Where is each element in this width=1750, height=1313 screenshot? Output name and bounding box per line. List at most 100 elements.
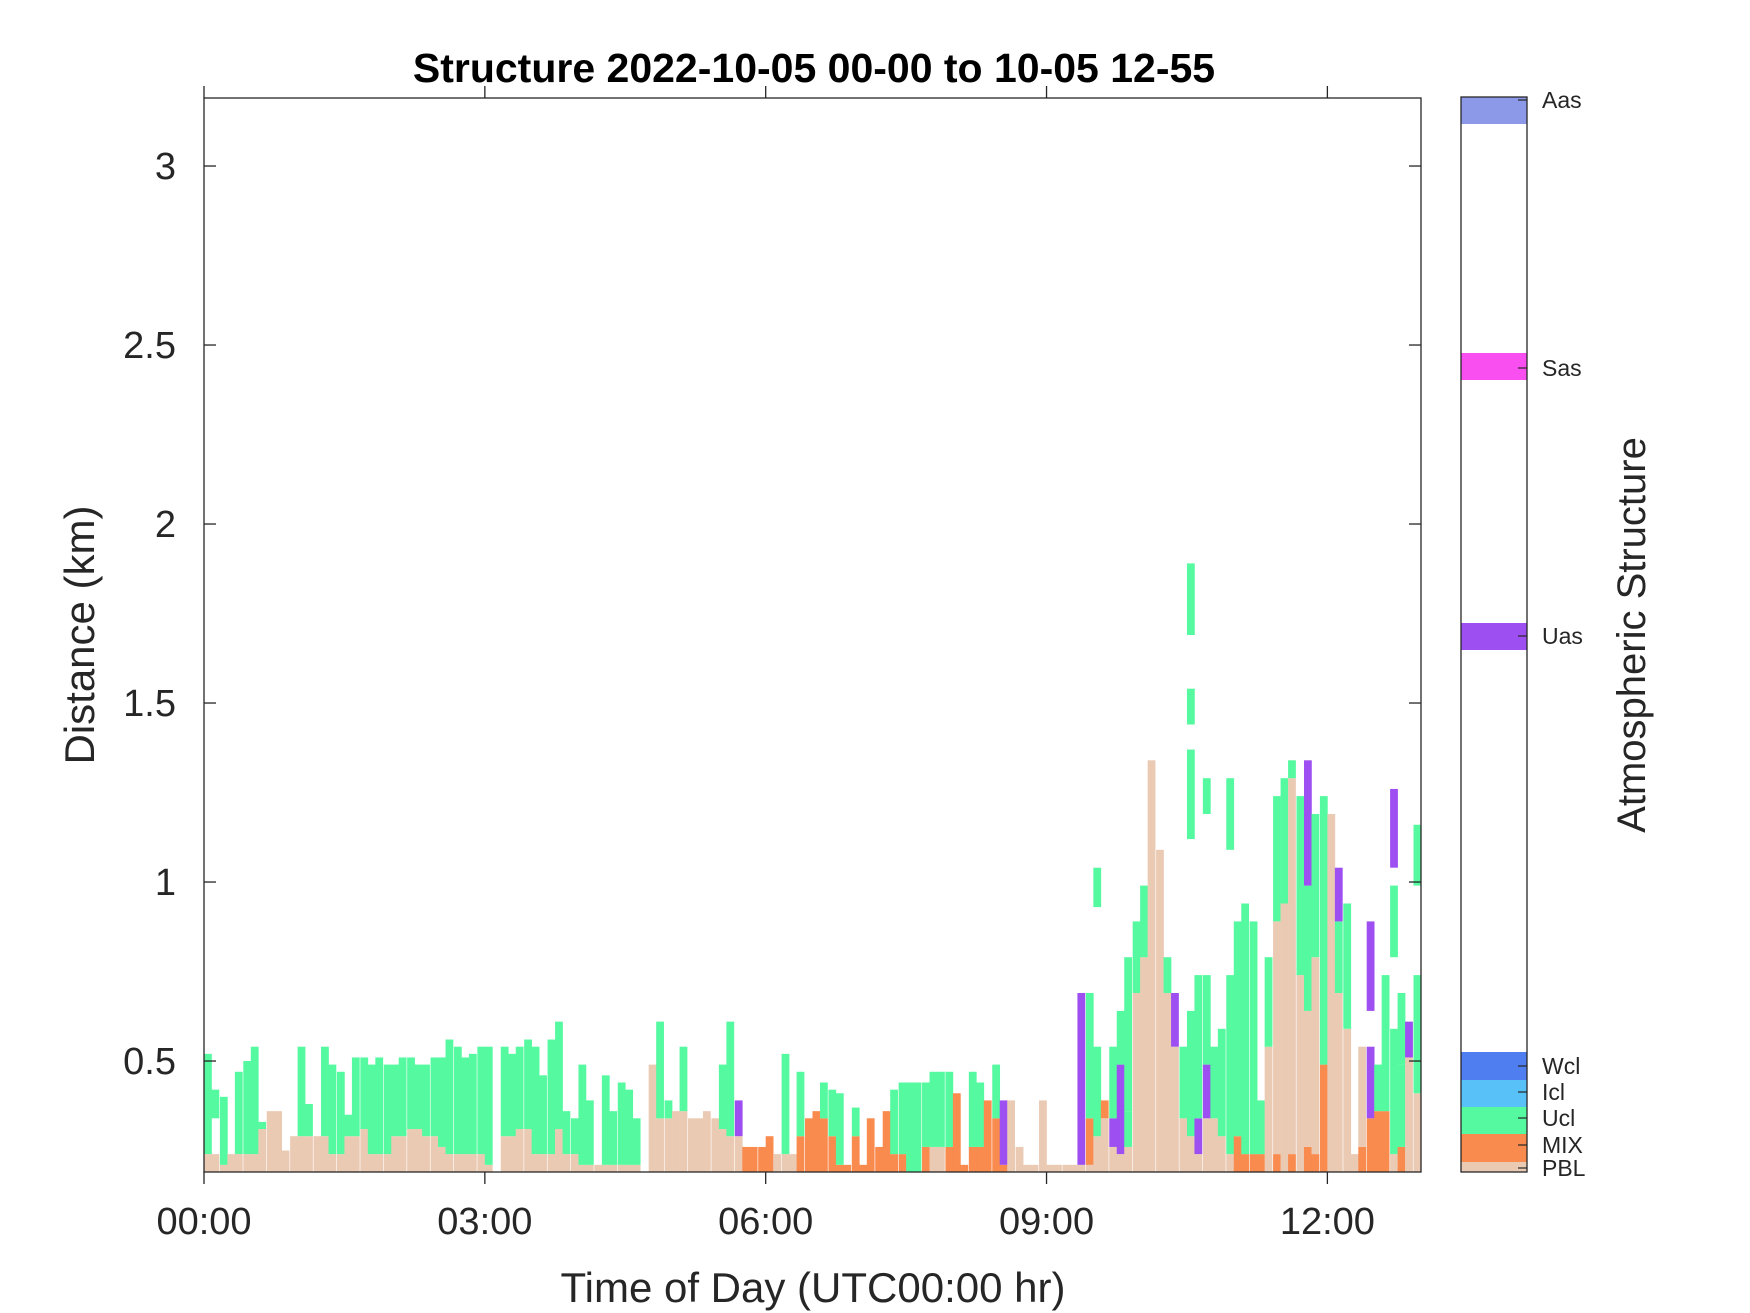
structure-cell-pbl (1062, 1164, 1071, 1172)
structure-cell-ucl (243, 1061, 252, 1155)
structure-cell-pbl (445, 1154, 454, 1172)
structure-cell-ucl (547, 1039, 556, 1155)
structure-cell-uas (1109, 1118, 1118, 1147)
structure-cell-ucl (828, 1089, 837, 1137)
colorbar-tick-label: Wcl (1542, 1053, 1580, 1079)
structure-cell-mix (1303, 1146, 1312, 1172)
structure-cell-ucl (367, 1064, 376, 1155)
structure-cell-mix (983, 1100, 992, 1172)
structure-cell-mix (1319, 1064, 1328, 1172)
structure-cell-pbl (1273, 921, 1281, 1155)
structure-cell-mix (992, 1118, 1001, 1172)
structure-cell-pbl (1288, 778, 1296, 1155)
structure-cell-pbl (328, 1154, 337, 1172)
structure-cell-mix (1100, 1100, 1109, 1119)
structure-cell-pbl (297, 1136, 306, 1172)
structure-cell-ucl (1280, 778, 1289, 904)
structure-cell-pbl (1030, 1164, 1039, 1172)
structure-cell-ucl (1210, 1046, 1219, 1119)
structure-cell-mix (758, 1146, 766, 1172)
structure-cell-ucl (1241, 903, 1250, 1155)
structure-cell-pbl (461, 1154, 470, 1172)
structure-cell-ucl (609, 1111, 618, 1165)
structure-cell-uas (1366, 921, 1375, 1011)
structure-cell-uas (1202, 1064, 1211, 1119)
structure-cell-uas (1077, 993, 1086, 1165)
structure-cell-ucl (1116, 1010, 1125, 1065)
structure-cell-pbl (1210, 1118, 1219, 1172)
y-tick-label: 2.5 (123, 325, 176, 367)
structure-cell-ucl (819, 1082, 828, 1119)
structure-cell-ucl (781, 1053, 790, 1155)
structure-cell-ucl (297, 1046, 306, 1137)
structure-cell-pbl (266, 1111, 275, 1172)
structure-cell-pbl (726, 1136, 735, 1172)
structure-cell-pbl (1163, 993, 1172, 1172)
structure-cell-pbl (531, 1154, 540, 1172)
structure-cell-ucl (726, 1021, 735, 1137)
structure-cell-pbl (414, 1129, 423, 1172)
structure-cell-ucl (258, 1121, 267, 1130)
structure-cell-pbl (1007, 1100, 1016, 1172)
structure-cell-pbl (1303, 1010, 1312, 1147)
structure-cell-ucl (578, 1064, 587, 1165)
structure-cell-ucl (468, 1053, 477, 1155)
structure-cell-pbl (711, 1118, 720, 1172)
structure-cell-pbl (1413, 1093, 1422, 1172)
y-tick-label: 2 (155, 504, 176, 546)
structure-cell-pbl (430, 1136, 439, 1172)
colorbar-tick-label: PBL (1542, 1155, 1586, 1181)
structure-cell-mix (765, 1136, 774, 1172)
structure-cell-pbl (648, 1064, 657, 1172)
structure-cell-ucl (656, 1021, 664, 1119)
structure-cell-ucl (250, 1046, 259, 1155)
structure-cell-ucl (515, 1046, 524, 1130)
structure-cell-uas (999, 1100, 1008, 1165)
structure-cell-mix (828, 1136, 837, 1172)
colorbar-band-aas (1461, 97, 1527, 124)
structure-cell-pbl (562, 1154, 571, 1172)
structure-cell-pbl (1124, 1146, 1133, 1172)
y-tick-label: 3 (155, 146, 176, 188)
structure-cell-pbl (555, 1129, 563, 1172)
structure-cell-pbl (625, 1164, 634, 1172)
structure-cell-pbl (515, 1129, 524, 1172)
structure-cell-ucl (555, 1021, 563, 1130)
structure-cell-ucl (430, 1057, 439, 1137)
structure-cell-ucl (1202, 778, 1211, 814)
structure-cell-mix (945, 1146, 954, 1172)
structure-cell-ucl (1334, 921, 1343, 993)
structure-cell-mix (859, 1164, 868, 1172)
structure-cell-ucl (1132, 921, 1141, 993)
structure-cell-ucl (305, 1103, 313, 1137)
structure-cell-ucl (851, 1107, 860, 1137)
structure-cell-ucl (1296, 796, 1305, 976)
structure-cell-mix (1311, 1154, 1320, 1172)
structure-cell-mix (976, 1146, 985, 1172)
structure-cell-pbl (1015, 1146, 1024, 1172)
structure-cell-pbl (773, 1154, 781, 1172)
structure-cell-mix (1085, 1118, 1094, 1165)
structure-cell-pbl (664, 1118, 673, 1172)
structure-cell-pbl (1226, 1154, 1235, 1172)
y-axis-label: Distance (km) (56, 505, 103, 764)
structure-cell-pbl (219, 1164, 228, 1172)
structure-cell-mix (882, 1111, 891, 1172)
structure-cell-ucl (204, 1053, 212, 1155)
structure-cell-ucl (1257, 1100, 1265, 1155)
structure-cell-ucl (531, 1046, 540, 1155)
structure-cell-pbl (468, 1154, 477, 1172)
structure-cell-ucl (524, 1039, 532, 1130)
structure-cell-pbl (578, 1164, 587, 1172)
structure-cell-pbl (1100, 1118, 1109, 1172)
structure-cell-pbl (1264, 1046, 1273, 1172)
structure-cell-ucl (1202, 975, 1211, 1065)
structure-cell-mix (898, 1154, 907, 1172)
y-tick-label: 0.5 (123, 1041, 176, 1083)
structure-cell-mix (875, 1146, 884, 1172)
structure-cell-ucl (1303, 885, 1312, 1011)
structure-cell-mix (968, 1146, 977, 1172)
structure-cell-pbl (656, 1118, 664, 1172)
structure-cell-pbl (1046, 1164, 1055, 1172)
structure-cell-pbl (438, 1146, 446, 1172)
